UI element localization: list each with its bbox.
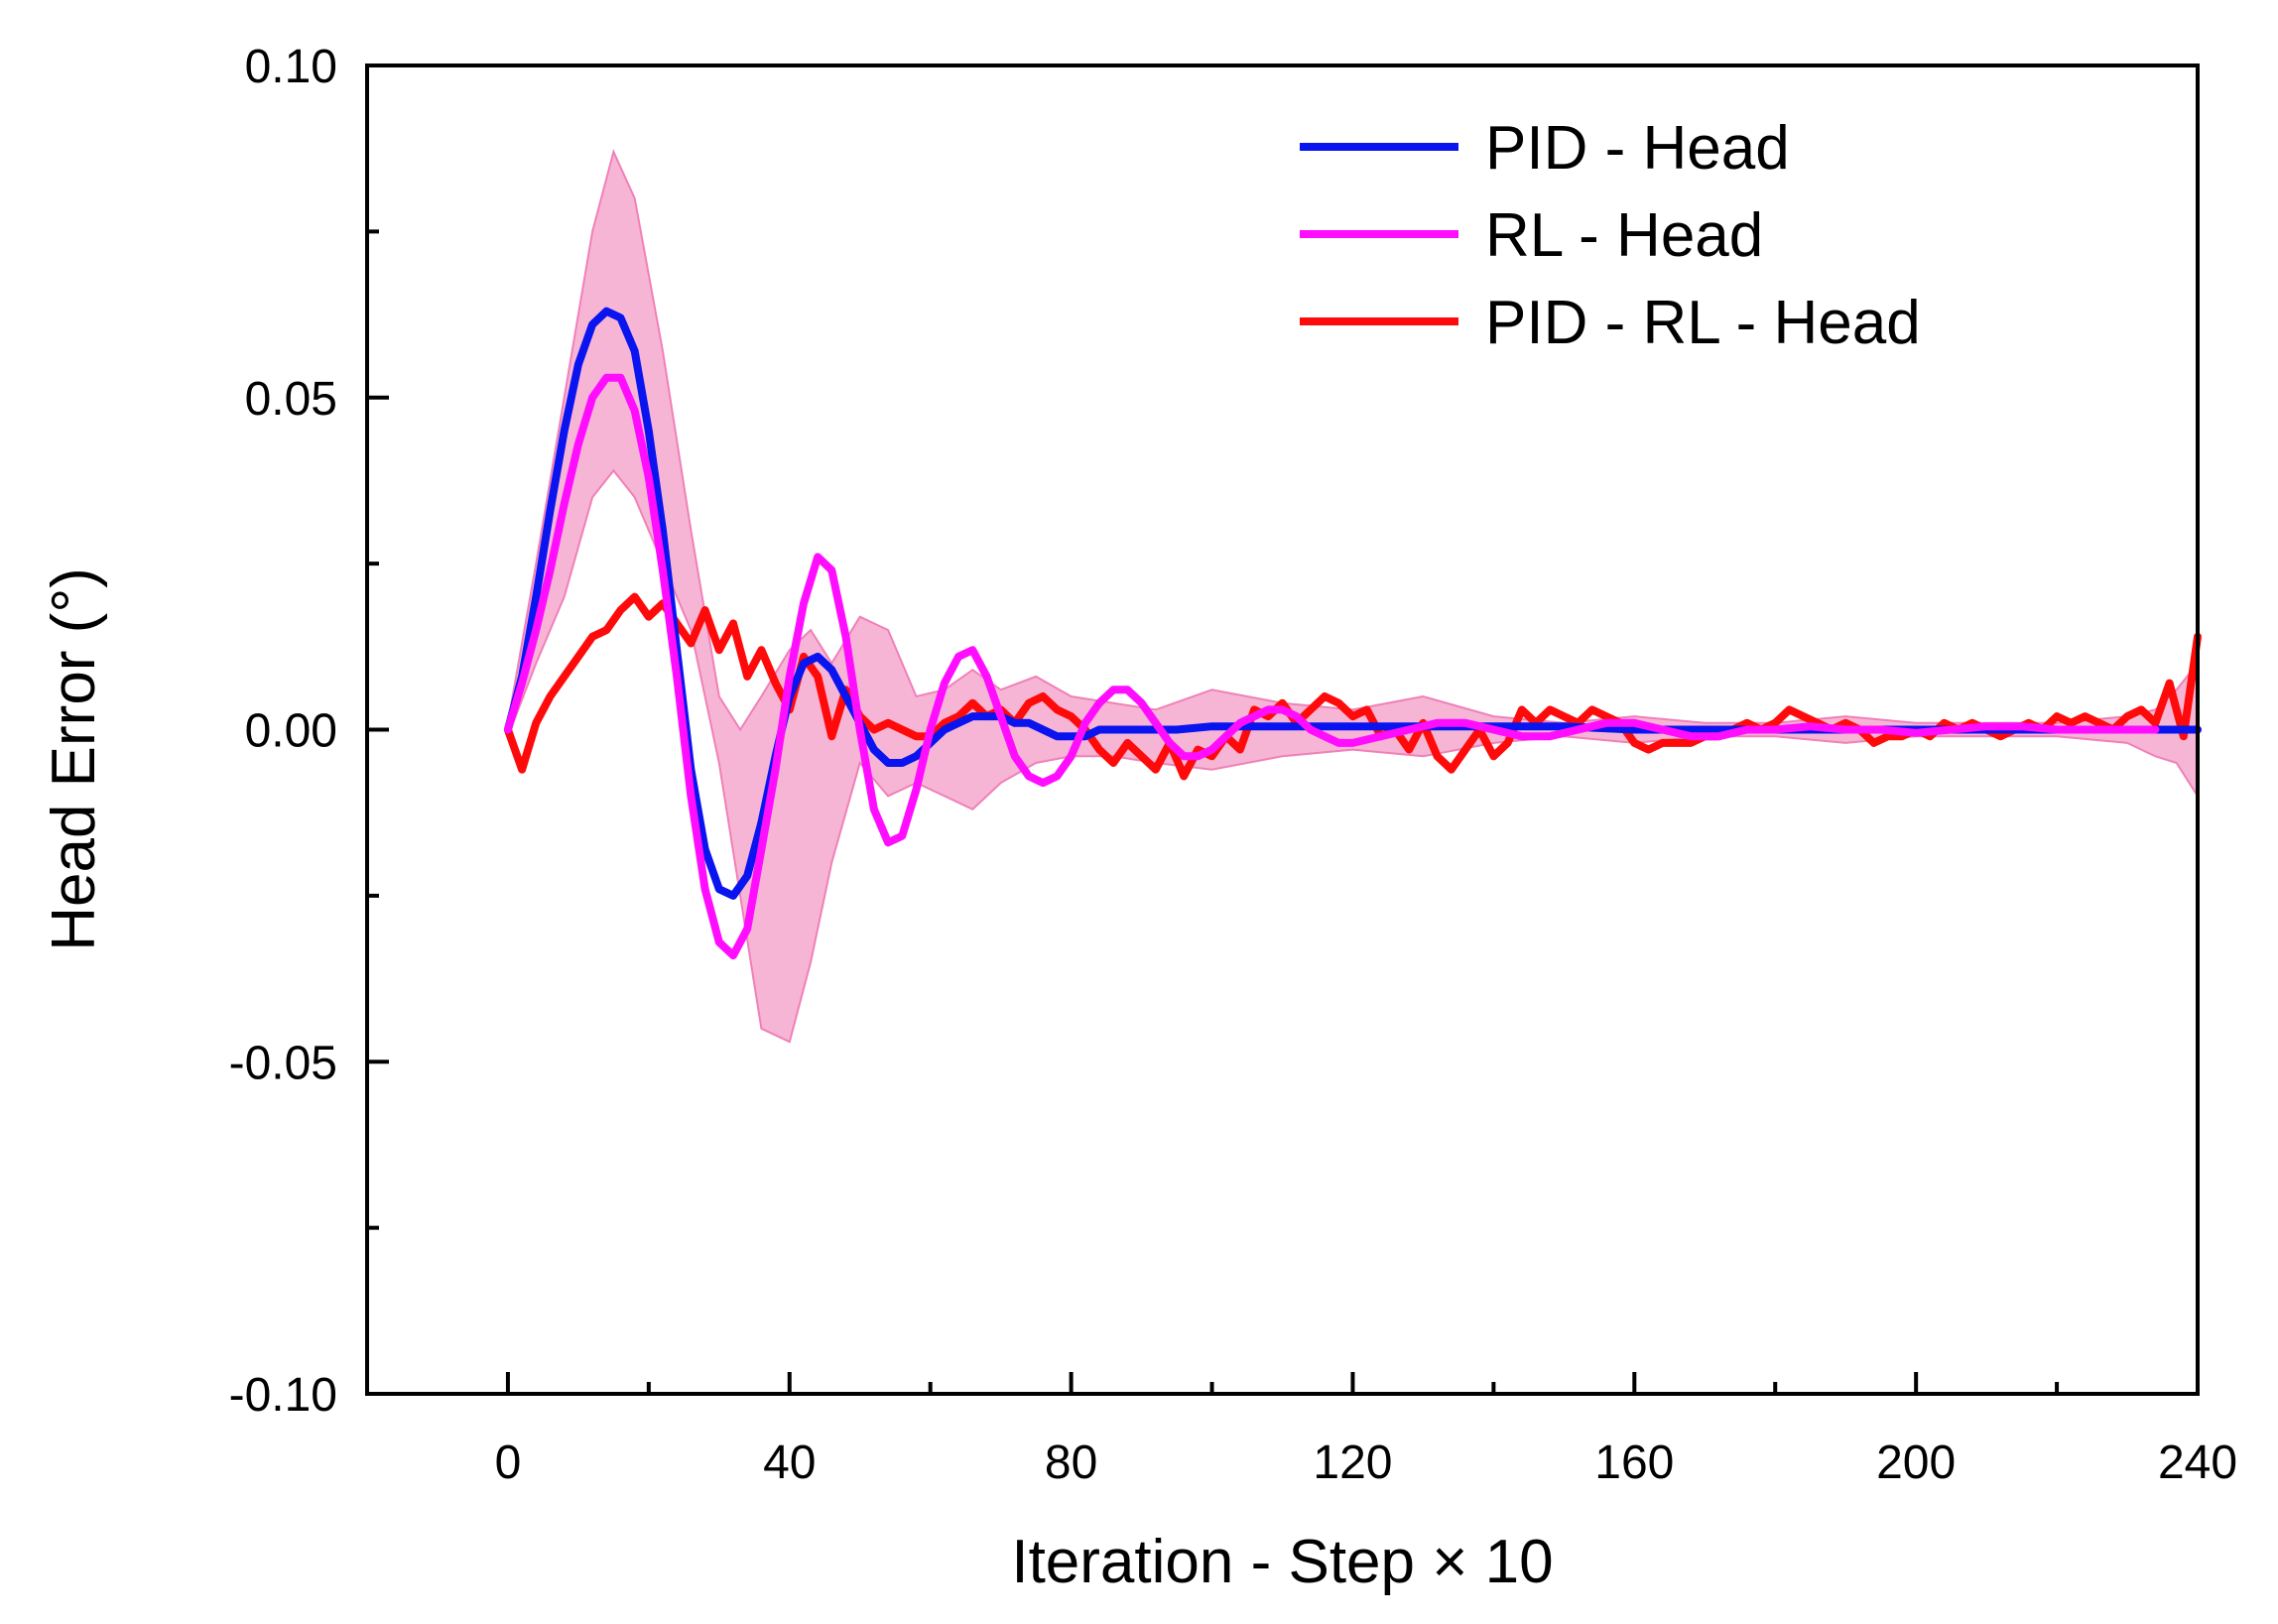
y-axis-title: Head Error (°) (40, 567, 108, 951)
y-tick-label: 0.05 (245, 373, 337, 426)
legend-item-pid-head: PID - Head (1300, 114, 1790, 183)
legend-item-rl-head: RL - Head (1300, 201, 1763, 270)
y-axis: -0.10 -0.05 0.00 0.05 0.10 (229, 41, 389, 1422)
x-tick-label: 0 (495, 1437, 522, 1489)
series-line-rl-head (503, 373, 2160, 960)
legend-label: RL - Head (1485, 201, 1763, 270)
x-tick-label: 200 (1876, 1437, 1956, 1489)
legend: PID - Head RL - Head PID - RL - Head (1300, 114, 1921, 357)
x-tick-label: 40 (763, 1437, 816, 1489)
y-tick-label: -0.05 (229, 1037, 337, 1089)
x-axis: 0 40 80 120 160 200 240 (495, 1372, 2237, 1489)
x-tick-label: 80 (1045, 1437, 1097, 1489)
x-tick-label: 160 (1594, 1437, 1674, 1489)
legend-item-pid-rl-head: PID - RL - Head (1300, 289, 1921, 357)
x-axis-title: Iteration - Step × 10 (1011, 1528, 1553, 1596)
x-tick-label: 120 (1313, 1437, 1392, 1489)
x-tick-label: 240 (2158, 1437, 2237, 1489)
y-tick-label: 0.10 (245, 41, 337, 93)
y-tick-label: 0.00 (245, 705, 337, 758)
legend-label: PID - Head (1485, 114, 1790, 183)
y-tick-label: -0.10 (229, 1369, 337, 1422)
legend-label: PID - RL - Head (1485, 289, 1921, 357)
series-layer (503, 307, 2202, 960)
